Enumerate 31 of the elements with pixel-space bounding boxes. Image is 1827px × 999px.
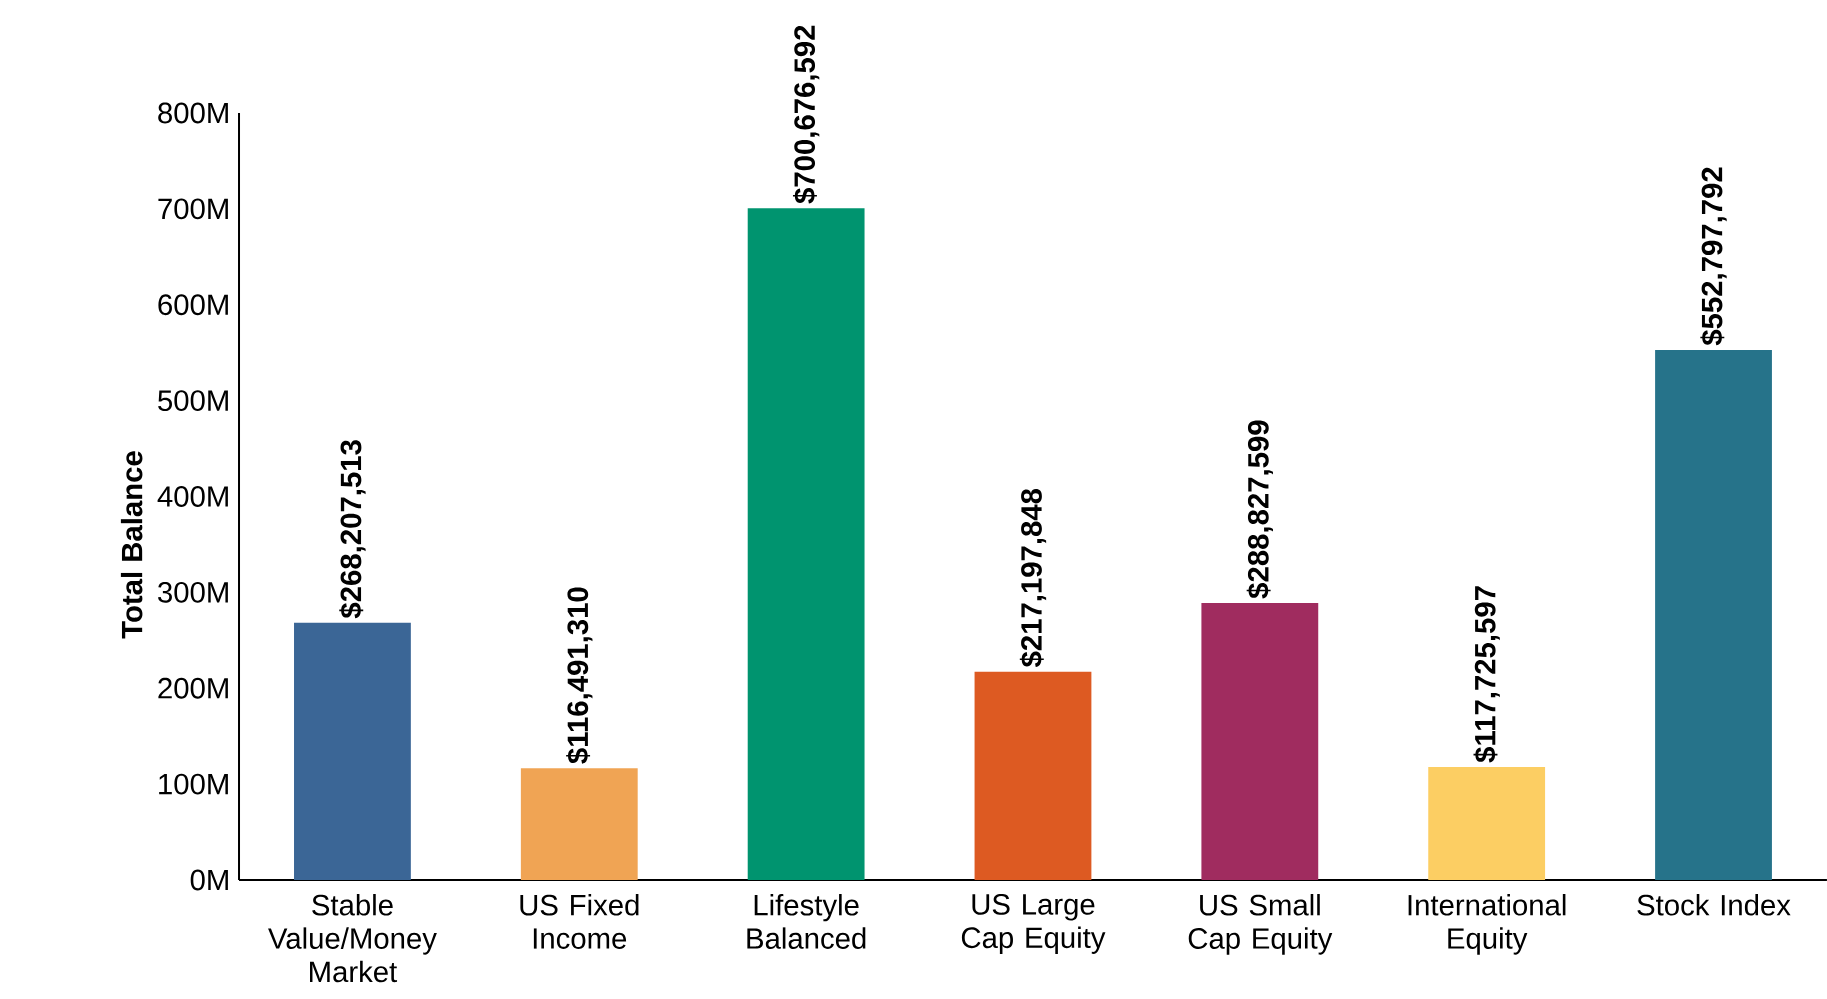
bar <box>1201 603 1319 880</box>
x-tick-label: International Equity <box>1408 894 1566 955</box>
bar <box>974 671 1092 880</box>
bar <box>294 622 411 880</box>
x-tick-label: US Large Cap Equity <box>961 894 1106 954</box>
y-tick-label: 200M <box>158 677 228 699</box>
data-label: $700,676,592 <box>792 25 820 204</box>
y-tick-label: 300M <box>158 581 228 603</box>
y-tick-label: 400M <box>157 486 228 507</box>
data-label: $552,797,792 <box>1700 167 1727 346</box>
y-tick-label: 500M <box>158 390 228 412</box>
data-label: $117,725,597 <box>1473 586 1500 763</box>
y-tick-label: 600M <box>158 294 228 316</box>
data-label: $288,827,599 <box>1246 420 1273 599</box>
y-tick-label: 100M <box>159 773 228 795</box>
y-axis-title: Total Balance <box>120 451 143 639</box>
y-tick-label: 0M <box>190 869 228 891</box>
data-label: $268,207,513 <box>339 440 366 619</box>
bar <box>1655 350 1772 880</box>
y-tick-label: 800M <box>158 102 228 124</box>
data-label: $217,197,848 <box>1019 488 1047 668</box>
bar <box>1428 767 1546 880</box>
bar <box>747 208 865 880</box>
bar <box>520 768 638 880</box>
x-tick-label: Stable Value/Money Market <box>268 894 437 983</box>
x-tick-label: US Small Cap Equity <box>1188 894 1333 955</box>
x-tick-label: Lifestyle Balanced <box>747 894 866 949</box>
data-label: $116,491,310 <box>566 587 593 764</box>
x-tick-label: Stock Index <box>1637 894 1791 916</box>
y-tick-label: 700M <box>158 198 228 220</box>
x-tick-label: US Fixed Income <box>520 894 639 949</box>
